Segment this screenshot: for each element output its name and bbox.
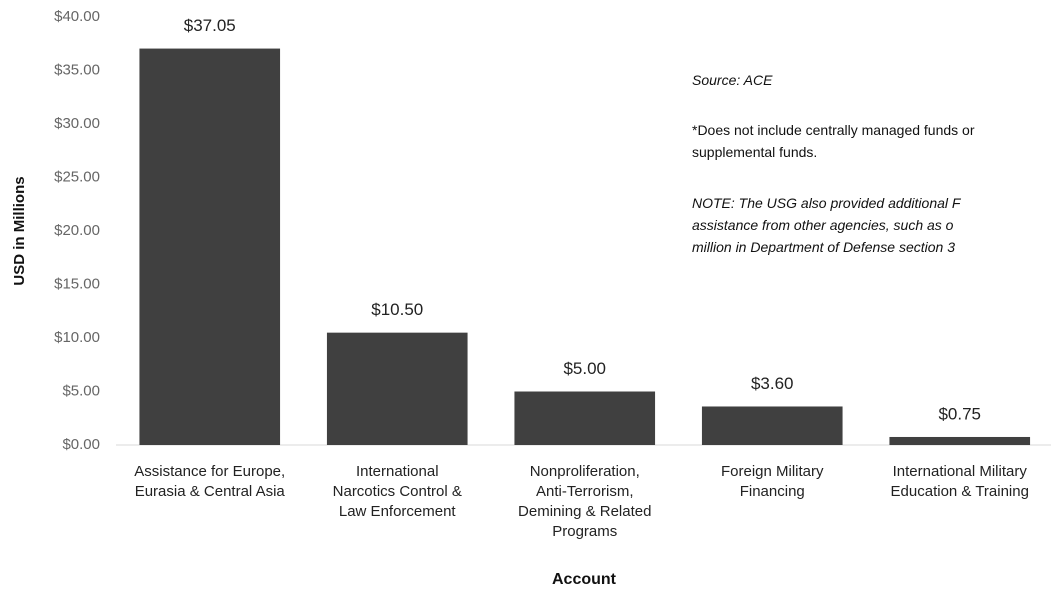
x-tick-label: International Military Education & Train… <box>890 463 1029 500</box>
y-tick-label: $0.00 <box>62 436 100 453</box>
y-tick-label: $5.00 <box>62 382 100 399</box>
x-tick-label: Foreign Military Financing <box>720 463 824 500</box>
data-label: $3.60 <box>751 374 794 393</box>
x-tick-label: International Narcotics Control & Law En… <box>332 463 462 520</box>
y-tick-label: $20.00 <box>54 222 100 239</box>
y-tick-label: $40.00 <box>54 8 100 25</box>
annotation: *Does not include centrally managed fund… <box>692 122 975 160</box>
y-tick-label: $35.00 <box>54 61 100 78</box>
annotation: NOTE: The USG also provided additional F… <box>692 195 961 255</box>
x-tick-label: Nonproliferation, Anti-Terrorism, Demini… <box>518 463 652 540</box>
y-tick-label: $25.00 <box>54 168 100 185</box>
data-label: $0.75 <box>938 404 981 423</box>
y-tick-label: $10.00 <box>54 329 100 346</box>
data-label: $10.50 <box>371 300 423 319</box>
bar <box>326 332 468 445</box>
x-axis-label: Account <box>552 571 617 588</box>
bar <box>889 436 1031 445</box>
x-tick-label: Assistance for Europe, Eurasia & Central… <box>134 463 286 500</box>
data-label: $5.00 <box>563 359 606 378</box>
y-tick-label: $15.00 <box>54 275 100 292</box>
bar <box>701 406 843 445</box>
bar <box>514 391 656 445</box>
annotation: Source: ACE <box>692 72 773 88</box>
bar <box>139 48 281 445</box>
data-label: $37.05 <box>184 16 236 35</box>
y-tick-label: $30.00 <box>54 115 100 132</box>
y-axis-label: USD in Millions <box>11 176 28 285</box>
